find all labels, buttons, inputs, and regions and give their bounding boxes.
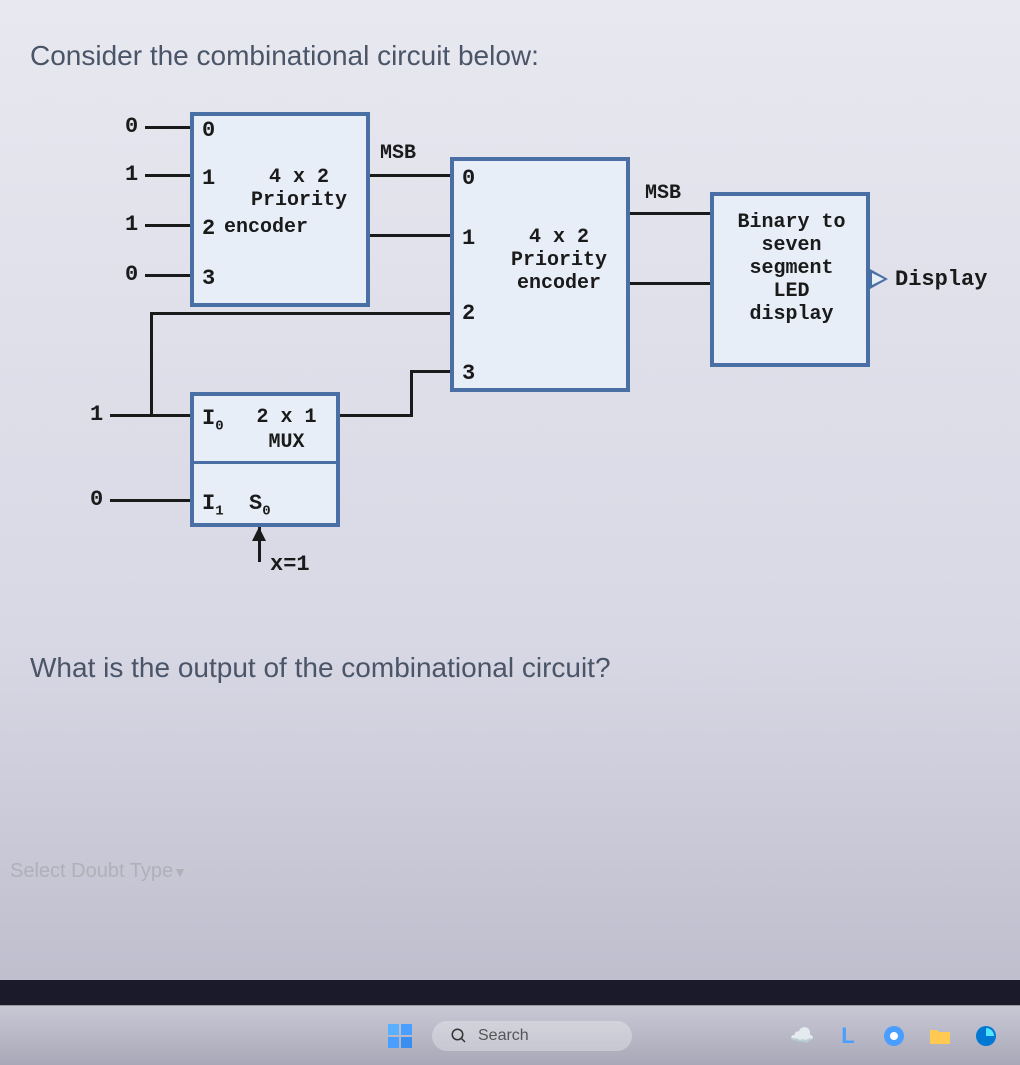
mux-select-arrow: [252, 527, 266, 541]
taskbar-search[interactable]: Search: [432, 1021, 632, 1051]
mux-s0: S0: [249, 491, 271, 519]
mux-block: I0 2 x 1 MUX I1 S0: [190, 392, 340, 527]
mux-input-0: 1: [90, 402, 103, 427]
camera-icon[interactable]: [880, 1022, 908, 1050]
enc2-port-3: 3: [462, 361, 475, 386]
wire: [145, 274, 190, 277]
enc1-port-1: 1: [202, 166, 215, 191]
wire: [150, 312, 450, 315]
seven-segment-display-block: Binary to seven segment LED display: [710, 192, 870, 367]
enc1-input-2: 1: [125, 212, 138, 237]
enc2-port-2: 2: [462, 301, 475, 326]
mux-label-top: 2 x 1: [239, 406, 334, 429]
mux-i0: I0: [202, 406, 224, 434]
select-doubt-dropdown[interactable]: Select Doubt Type▼: [10, 860, 187, 883]
display-label: Binary to seven segment LED display: [719, 211, 864, 326]
wire: [340, 414, 410, 417]
display-output-label: Display: [895, 267, 987, 292]
priority-encoder-2: 0 1 2 3 4 x 2 Priority encoder: [450, 157, 630, 392]
search-placeholder: Search: [478, 1027, 529, 1045]
enc2-label: 4 x 2 Priority encoder: [494, 226, 624, 295]
enc1-label-3: encoder: [224, 216, 364, 239]
edge-icon[interactable]: [972, 1022, 1000, 1050]
wire: [370, 174, 450, 177]
mux-i1: I1: [202, 491, 224, 519]
enc1-port-3: 3: [202, 266, 215, 291]
app-icon-l[interactable]: L: [834, 1022, 862, 1050]
search-icon: [450, 1027, 468, 1045]
question-prompt-top: Consider the combinational circuit below…: [30, 40, 990, 72]
enc1-msb-label: MSB: [380, 142, 416, 165]
enc1-port-0: 0: [202, 118, 215, 143]
wire: [145, 224, 190, 227]
enc1-input-0: 0: [125, 114, 138, 139]
enc2-msb-label: MSB: [645, 182, 681, 205]
enc1-input-1: 1: [125, 162, 138, 187]
question-prompt-bottom: What is the output of the combinational …: [30, 652, 990, 684]
start-icon[interactable]: [388, 1024, 412, 1048]
enc2-port-1: 1: [462, 226, 475, 251]
mux-divider: [194, 461, 336, 464]
wire: [110, 499, 190, 502]
taskbar-dark-strip: [0, 980, 1020, 1005]
output-arrow: [870, 269, 888, 289]
weather-icon[interactable]: ☁️: [788, 1022, 816, 1050]
enc1-label: 4 x 2 Priority: [234, 166, 364, 212]
wire: [145, 174, 190, 177]
folder-icon[interactable]: [926, 1022, 954, 1050]
circuit-diagram: 0 1 1 0 0 1 2 3 4 x 2 Priority encoder M…: [70, 112, 1020, 612]
priority-encoder-1: 0 1 2 3 4 x 2 Priority encoder: [190, 112, 370, 307]
wire: [145, 126, 190, 129]
enc1-input-3: 0: [125, 262, 138, 287]
wire: [370, 234, 450, 237]
wire: [410, 370, 450, 373]
enc1-port-2: 2: [202, 216, 215, 241]
wire: [410, 370, 413, 417]
wire: [630, 282, 710, 285]
taskbar-right-icons: ☁️ L: [788, 1022, 1000, 1050]
enc2-port-0: 0: [462, 166, 475, 191]
mux-input-1: 0: [90, 487, 103, 512]
taskbar: Search ☁️ L: [0, 1005, 1020, 1065]
wire: [630, 212, 710, 215]
mux-label-mid: MUX: [239, 431, 334, 454]
wire: [150, 312, 153, 415]
mux-select-label: x=1: [270, 552, 310, 577]
